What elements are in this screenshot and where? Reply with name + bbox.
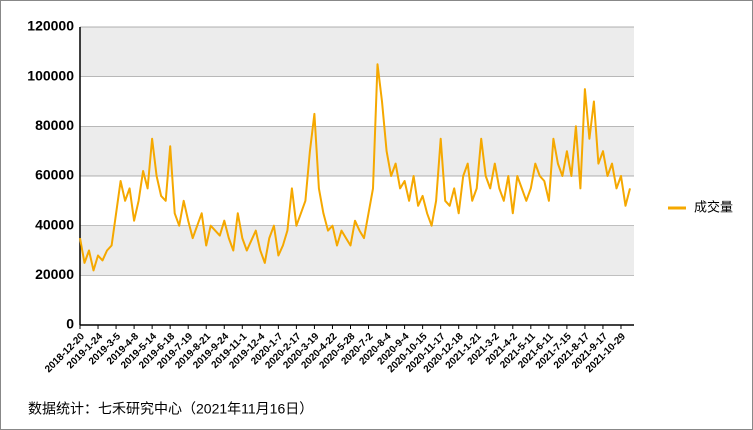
series-line	[79, 63, 631, 272]
band	[80, 225, 634, 276]
y-tick-label: 100000	[27, 67, 74, 83]
y-tick-label: 40000	[35, 216, 74, 232]
legend-label: 成交量	[694, 199, 733, 214]
y-tick-label: 0	[66, 316, 74, 332]
y-tick-label: 80000	[35, 117, 74, 133]
y-tick-label: 120000	[27, 18, 74, 34]
footnote: 数据统计：七禾研究中心（2021年11月16日）	[28, 401, 313, 417]
y-tick-label: 20000	[35, 266, 74, 282]
band	[80, 27, 634, 77]
y-tick-label: 60000	[35, 167, 74, 183]
